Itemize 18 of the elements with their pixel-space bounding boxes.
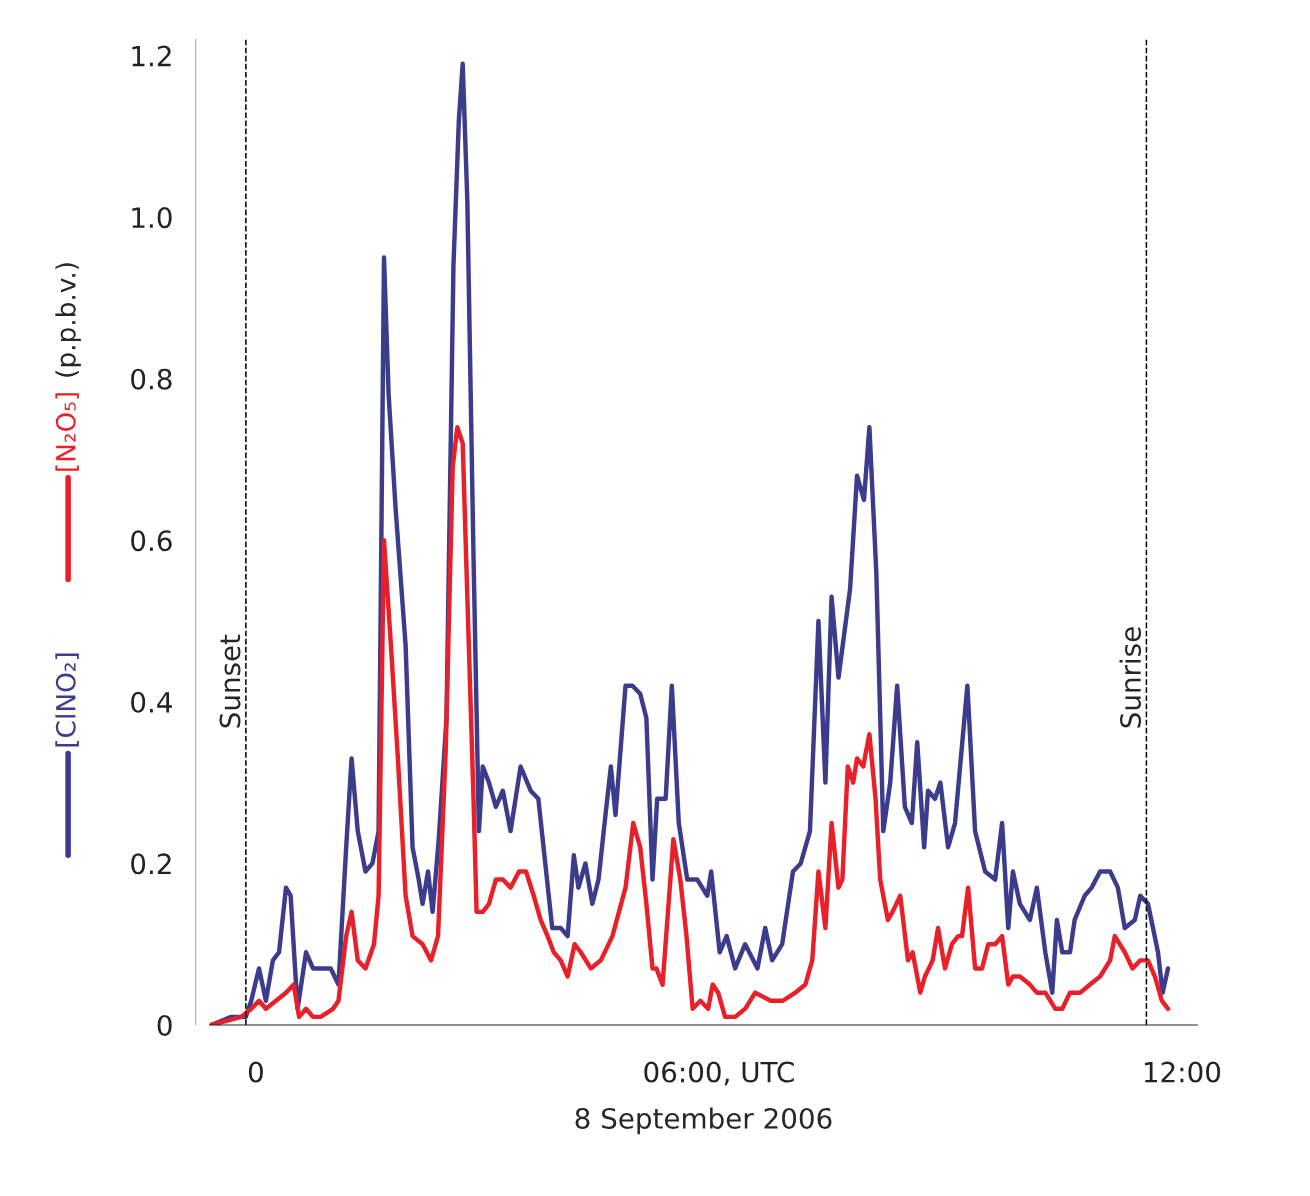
y-tick-label: 1.0 xyxy=(132,207,172,229)
line-series xyxy=(209,61,1171,1025)
x-axis-title: 8 September 2006 xyxy=(575,1107,832,1135)
y-tick-label: 0.2 xyxy=(131,853,171,875)
x-tick-label: 0 xyxy=(248,1061,263,1083)
x-tick-label: 06:00, UTC xyxy=(644,1061,794,1086)
text: [N₂O₅] xyxy=(55,393,79,471)
y-axis-title: (p.p.b.v.) xyxy=(55,263,81,377)
y-tick-label: 0.4 xyxy=(131,691,172,713)
ref-line-label: Sunrise xyxy=(1119,627,1142,728)
ref-line-label: Sunset xyxy=(219,634,241,728)
y-tick-label: 0.8 xyxy=(131,368,172,390)
text: [ClNO₂] xyxy=(55,653,79,747)
line-series xyxy=(209,424,1171,1025)
y-tick-label: 0 xyxy=(157,1014,172,1036)
y-tick-label: 1.2 xyxy=(132,45,171,67)
x-tick-label: 12:00 xyxy=(1144,1061,1221,1083)
y-tick-label: 0.6 xyxy=(131,530,172,552)
